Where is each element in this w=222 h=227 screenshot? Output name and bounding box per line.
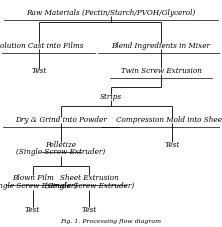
- Text: (Single Screw Extruder): (Single Screw Extruder): [0, 182, 77, 190]
- Text: Sheet Extrusion: Sheet Extrusion: [60, 175, 119, 183]
- Text: Fig. 1. Processing flow diagram: Fig. 1. Processing flow diagram: [61, 219, 161, 224]
- Text: Raw Materials (Pectin/Starch/PVOH/Glycerol): Raw Materials (Pectin/Starch/PVOH/Glycer…: [26, 9, 196, 17]
- Text: (Single Screw Extruder): (Single Screw Extruder): [45, 182, 134, 190]
- Text: Test: Test: [25, 206, 40, 214]
- Text: Solution Cast into Films: Solution Cast into Films: [0, 42, 83, 50]
- Text: Pelletize: Pelletize: [45, 141, 77, 149]
- Text: Blown Film: Blown Film: [12, 175, 54, 183]
- Text: Test: Test: [164, 141, 180, 149]
- Text: Twin Screw Extrusion: Twin Screw Extrusion: [121, 67, 202, 75]
- Text: Blend Ingredients in Mixer: Blend Ingredients in Mixer: [111, 42, 210, 50]
- Text: (Single Screw Extruder): (Single Screw Extruder): [16, 148, 106, 156]
- Text: Strips: Strips: [100, 93, 122, 101]
- Text: Dry & Grind into Powder: Dry & Grind into Powder: [15, 116, 107, 124]
- Text: Compression Mold into Sheets: Compression Mold into Sheets: [116, 116, 222, 124]
- Text: Test: Test: [32, 67, 47, 75]
- Text: Test: Test: [82, 206, 97, 214]
